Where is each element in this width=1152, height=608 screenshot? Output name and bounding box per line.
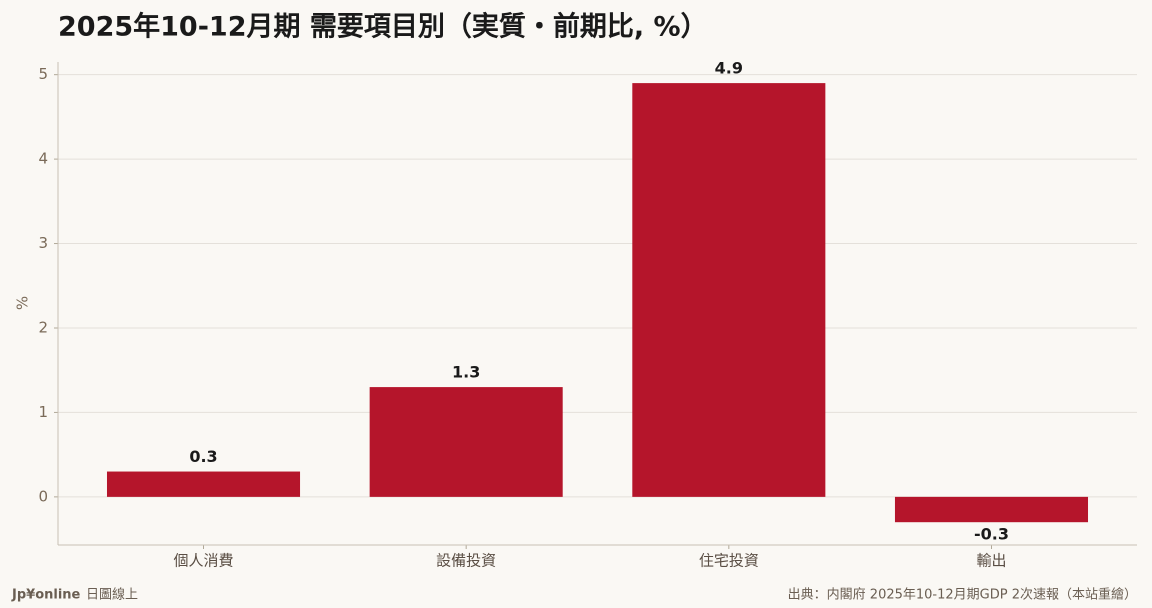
bar [106, 471, 301, 497]
y-tick-label: 5 [38, 65, 48, 83]
value-label: 4.9 [715, 59, 743, 78]
y-tick-label: 0 [38, 487, 48, 505]
bar [632, 83, 826, 497]
value-label: 0.3 [189, 447, 217, 466]
chart-title: 2025年10-12月期 需要項目別（実質・前期比, %） [58, 11, 708, 43]
source-note: 出典：内閣府 2025年10-12月期GDP 2次速報（本站重繪） [788, 587, 1137, 603]
x-tick-label: 輸出 [976, 552, 1006, 570]
y-tick-label: 1 [38, 403, 48, 421]
y-tick-label: 3 [38, 234, 48, 252]
x-tick-label: 個人消費 [174, 552, 234, 570]
value-label: -0.3 [974, 525, 1009, 544]
value-label: 1.3 [452, 363, 480, 382]
x-tick-label: 設備投資 [436, 552, 496, 570]
y-axis-label: % [14, 296, 32, 310]
bar [369, 387, 563, 497]
brand-sub: 日圖線上 [86, 587, 138, 603]
y-tick-label: 2 [38, 318, 48, 336]
bar [894, 496, 1089, 523]
x-tick-label: 住宅投資 [699, 552, 759, 570]
brand: Jp¥online [11, 588, 81, 603]
y-tick-label: 4 [38, 150, 48, 168]
